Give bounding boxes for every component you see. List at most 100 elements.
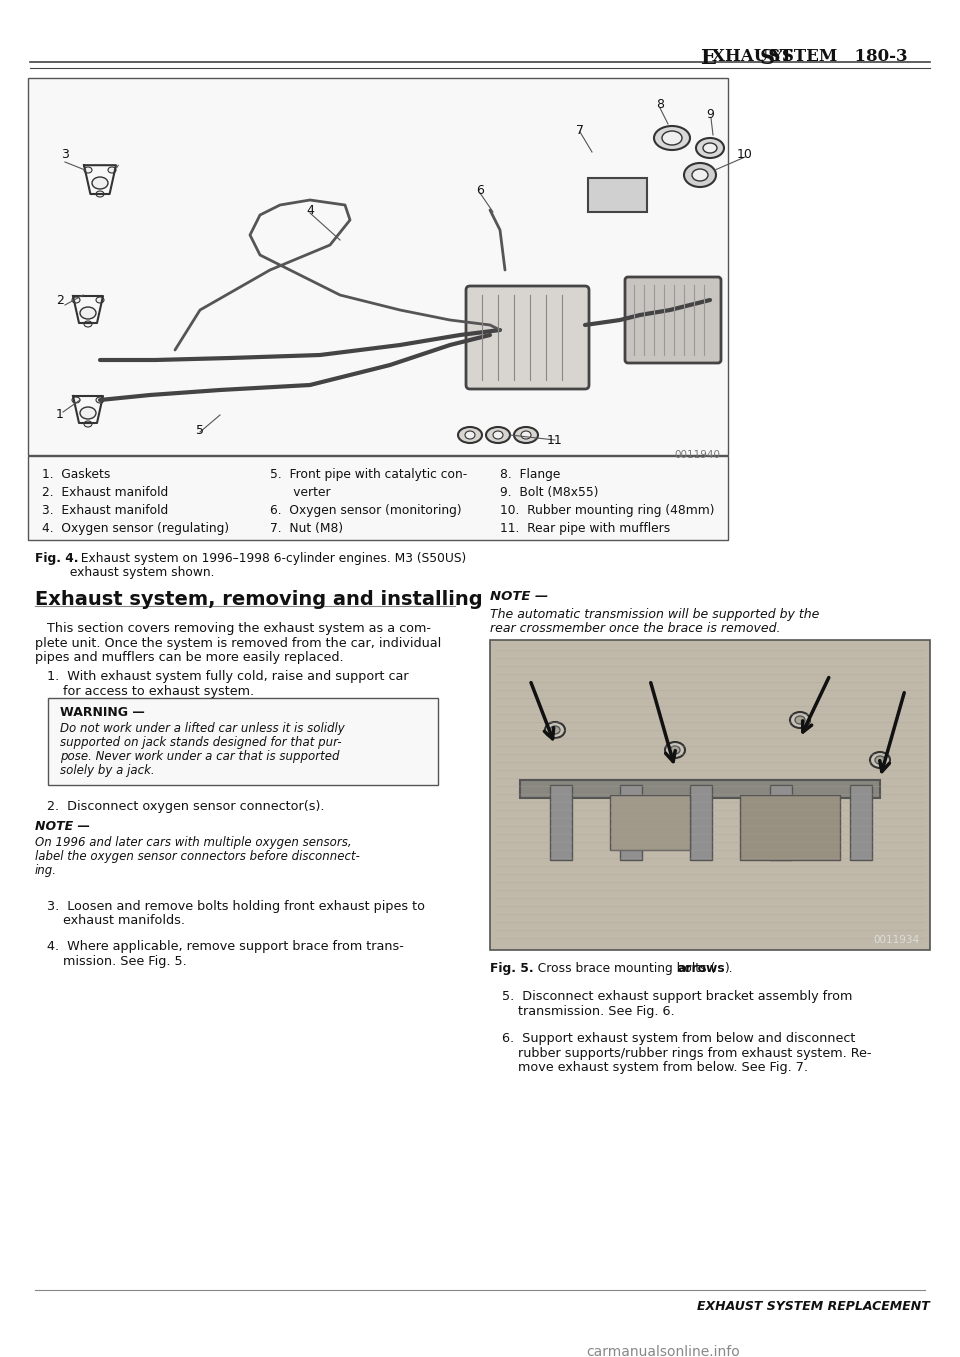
Text: Do not work under a lifted car unless it is solidly: Do not work under a lifted car unless it… bbox=[60, 722, 345, 735]
Text: Fig. 4.: Fig. 4. bbox=[35, 552, 79, 565]
Text: 9.  Bolt (M8x55): 9. Bolt (M8x55) bbox=[500, 486, 598, 499]
Text: 5.  Disconnect exhaust support bracket assembly from: 5. Disconnect exhaust support bracket as… bbox=[490, 991, 852, 1003]
Text: transmission. See Fig. 6.: transmission. See Fig. 6. bbox=[490, 1004, 675, 1018]
Text: exhaust system shown.: exhaust system shown. bbox=[35, 566, 214, 579]
Text: 2.  Disconnect oxygen sensor connector(s).: 2. Disconnect oxygen sensor connector(s)… bbox=[35, 801, 324, 813]
Bar bbox=[490, 641, 930, 950]
Text: plete unit. Once the system is removed from the car, individual: plete unit. Once the system is removed f… bbox=[35, 636, 442, 650]
Ellipse shape bbox=[92, 176, 108, 189]
Ellipse shape bbox=[696, 138, 724, 157]
Text: 4: 4 bbox=[306, 204, 314, 217]
Ellipse shape bbox=[72, 297, 80, 303]
Text: 2.  Exhaust manifold: 2. Exhaust manifold bbox=[42, 486, 168, 499]
Text: 1: 1 bbox=[56, 408, 64, 422]
Ellipse shape bbox=[80, 407, 96, 419]
FancyBboxPatch shape bbox=[588, 178, 647, 212]
Ellipse shape bbox=[703, 142, 717, 153]
Text: rubber supports/rubber rings from exhaust system. Re-: rubber supports/rubber rings from exhaus… bbox=[490, 1046, 872, 1060]
Text: for access to exhaust system.: for access to exhaust system. bbox=[35, 684, 254, 697]
Text: 1.  Gaskets: 1. Gaskets bbox=[42, 468, 110, 480]
Bar bbox=[520, 780, 880, 798]
Text: pipes and mufflers can be more easily replaced.: pipes and mufflers can be more easily re… bbox=[35, 651, 344, 664]
Ellipse shape bbox=[72, 398, 80, 403]
Ellipse shape bbox=[493, 432, 503, 440]
Text: 7.  Nut (M8): 7. Nut (M8) bbox=[270, 522, 343, 535]
Text: 6.  Support exhaust system from below and disconnect: 6. Support exhaust system from below and… bbox=[490, 1033, 855, 1045]
Text: 0011940: 0011940 bbox=[674, 451, 720, 460]
Bar bbox=[740, 795, 840, 860]
Text: WARNING —: WARNING — bbox=[60, 706, 145, 719]
Text: 5.  Front pipe with catalytic con-: 5. Front pipe with catalytic con- bbox=[270, 468, 468, 480]
Bar bbox=[770, 784, 792, 860]
Bar bbox=[28, 77, 728, 455]
Text: 2: 2 bbox=[56, 293, 64, 307]
Bar bbox=[610, 795, 690, 849]
Ellipse shape bbox=[665, 742, 685, 759]
Text: 3.  Loosen and remove bolts holding front exhaust pipes to: 3. Loosen and remove bolts holding front… bbox=[35, 900, 425, 913]
Text: exhaust manifolds.: exhaust manifolds. bbox=[35, 915, 185, 927]
Ellipse shape bbox=[670, 746, 680, 754]
Ellipse shape bbox=[465, 432, 475, 440]
Text: 4.  Where applicable, remove support brace from trans-: 4. Where applicable, remove support brac… bbox=[35, 940, 404, 953]
Text: This section covers removing the exhaust system as a com-: This section covers removing the exhaust… bbox=[35, 622, 431, 635]
Ellipse shape bbox=[521, 432, 531, 440]
Ellipse shape bbox=[550, 726, 560, 734]
Text: The automatic transmission will be supported by the: The automatic transmission will be suppo… bbox=[490, 608, 820, 622]
Ellipse shape bbox=[96, 398, 104, 403]
Text: On 1996 and later cars with multiple oxygen sensors,: On 1996 and later cars with multiple oxy… bbox=[35, 836, 351, 849]
Ellipse shape bbox=[662, 132, 682, 145]
Text: 4.  Oxygen sensor (regulating): 4. Oxygen sensor (regulating) bbox=[42, 522, 229, 535]
Bar bbox=[850, 784, 872, 860]
Text: arrows: arrows bbox=[678, 962, 726, 974]
Text: EXHAUST SYSTEM REPLACEMENT: EXHAUST SYSTEM REPLACEMENT bbox=[697, 1300, 930, 1314]
Text: NOTE —: NOTE — bbox=[490, 590, 548, 603]
Text: 6.  Oxygen sensor (monitoring): 6. Oxygen sensor (monitoring) bbox=[270, 503, 462, 517]
Text: solely by a jack.: solely by a jack. bbox=[60, 764, 155, 778]
Text: 10.  Rubber mounting ring (48mm): 10. Rubber mounting ring (48mm) bbox=[500, 503, 714, 517]
Text: label the oxygen sensor connectors before disconnect-: label the oxygen sensor connectors befor… bbox=[35, 849, 360, 863]
Text: 0011934: 0011934 bbox=[874, 935, 920, 944]
Text: Exhaust system, removing and installing: Exhaust system, removing and installing bbox=[35, 590, 483, 609]
Text: YSTEM   180-3: YSTEM 180-3 bbox=[770, 47, 907, 65]
Text: 1.  With exhaust system fully cold, raise and support car: 1. With exhaust system fully cold, raise… bbox=[35, 670, 409, 683]
Text: supported on jack stands designed for that pur-: supported on jack stands designed for th… bbox=[60, 735, 342, 749]
Text: 5: 5 bbox=[196, 423, 204, 437]
Text: Cross brace mounting bolts (: Cross brace mounting bolts ( bbox=[530, 962, 715, 974]
Bar bbox=[48, 697, 438, 784]
Ellipse shape bbox=[96, 191, 104, 197]
Text: rear crossmember once the brace is removed.: rear crossmember once the brace is remov… bbox=[490, 622, 780, 635]
Text: move exhaust system from below. See Fig. 7.: move exhaust system from below. See Fig.… bbox=[490, 1061, 808, 1073]
Text: 7: 7 bbox=[576, 123, 584, 137]
Text: Exhaust system on 1996–1998 6-cylinder engines. M3 (S50US): Exhaust system on 1996–1998 6-cylinder e… bbox=[73, 552, 467, 565]
FancyBboxPatch shape bbox=[625, 277, 721, 364]
Text: pose. Never work under a car that is supported: pose. Never work under a car that is sup… bbox=[60, 750, 340, 763]
Ellipse shape bbox=[80, 307, 96, 319]
Bar bbox=[28, 456, 728, 540]
Ellipse shape bbox=[84, 421, 92, 427]
Bar bbox=[550, 784, 572, 860]
Ellipse shape bbox=[84, 322, 92, 327]
Ellipse shape bbox=[486, 427, 510, 442]
Ellipse shape bbox=[96, 297, 104, 303]
Ellipse shape bbox=[108, 167, 116, 172]
Text: E: E bbox=[700, 47, 716, 68]
Text: 9: 9 bbox=[706, 109, 714, 122]
Ellipse shape bbox=[795, 716, 805, 725]
Text: XHAUST: XHAUST bbox=[712, 47, 799, 65]
Ellipse shape bbox=[514, 427, 538, 442]
Ellipse shape bbox=[870, 752, 890, 768]
Text: NOTE —: NOTE — bbox=[35, 820, 90, 833]
Text: ).: ). bbox=[724, 962, 732, 974]
Bar bbox=[690, 784, 712, 860]
Text: 3: 3 bbox=[61, 148, 69, 161]
Ellipse shape bbox=[84, 167, 92, 172]
Text: 8.  Flange: 8. Flange bbox=[500, 468, 561, 480]
Bar bbox=[620, 784, 642, 860]
Text: mission. See Fig. 5.: mission. See Fig. 5. bbox=[35, 954, 187, 968]
Ellipse shape bbox=[684, 163, 716, 187]
Text: Fig. 5.: Fig. 5. bbox=[490, 962, 534, 974]
Text: carmanualsonline.info: carmanualsonline.info bbox=[587, 1345, 740, 1357]
Text: 6: 6 bbox=[476, 183, 484, 197]
Ellipse shape bbox=[458, 427, 482, 442]
Ellipse shape bbox=[875, 756, 885, 764]
